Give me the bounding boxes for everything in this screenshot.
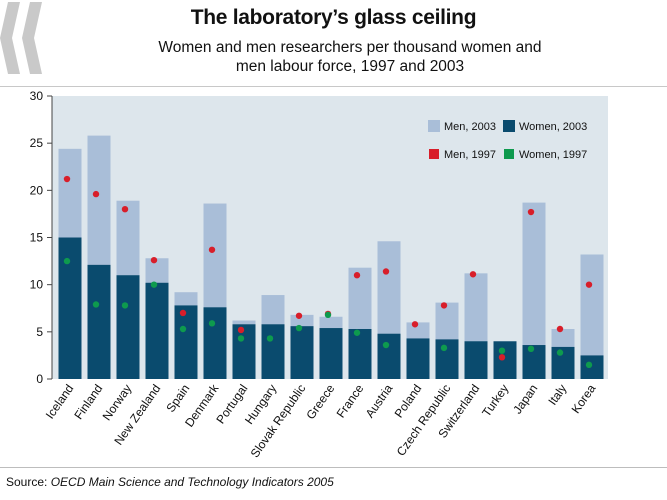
- point-women-1997: [179, 325, 187, 333]
- y-tick-label: 20: [30, 183, 44, 197]
- source-label: Source:: [6, 475, 48, 489]
- point-men-1997: [63, 175, 71, 183]
- x-tick-label: Japan: [510, 382, 540, 417]
- bar-women-2003: [58, 237, 82, 379]
- point-women-1997: [527, 345, 535, 353]
- point-women-1997: [440, 344, 448, 352]
- x-tick-label: Turkey: [479, 382, 511, 420]
- x-tick-label: Korea: [569, 381, 599, 416]
- y-tick-label: 0: [36, 372, 43, 386]
- point-women-1997: [237, 335, 245, 342]
- point-men-1997: [150, 256, 158, 264]
- legend-label: Women, 1997: [519, 149, 587, 161]
- legend-label: Men, 1997: [444, 149, 496, 161]
- women-2003-bars: [58, 237, 604, 379]
- x-tick-label: Italy: [545, 382, 569, 408]
- point-women-1997: [556, 349, 564, 356]
- bar-women-2003: [232, 324, 256, 379]
- bar-women-2003: [551, 346, 575, 379]
- point-women-1997: [121, 302, 129, 309]
- x-tick-label: France: [334, 381, 367, 420]
- bar-women-2003: [87, 264, 111, 379]
- legend-swatch: [503, 120, 515, 132]
- point-men-1997: [382, 268, 390, 275]
- bar-women-2003: [580, 355, 604, 379]
- header-divider: [0, 86, 667, 87]
- legend-marker: [429, 149, 439, 159]
- bar-women-2003: [377, 333, 401, 379]
- point-women-1997: [266, 335, 274, 342]
- legend: Men, 2003 Women, 2003 Men, 1997 Women, 1997: [428, 120, 587, 161]
- 1997-markers: [63, 175, 593, 369]
- chart-subtitle-line-1: Women and men researchers per thousand w…: [158, 39, 542, 56]
- point-men-1997: [353, 272, 361, 279]
- bar-women-2003: [464, 341, 488, 379]
- bar-women-2003: [290, 326, 314, 379]
- bar-women-2003: [319, 328, 343, 379]
- x-tick-label: Spain: [163, 382, 192, 415]
- legend-swatch: [428, 120, 440, 132]
- y-tick-label: 15: [30, 231, 44, 245]
- footer-divider: [0, 467, 667, 468]
- point-women-1997: [295, 324, 303, 332]
- point-women-1997: [150, 281, 158, 288]
- point-men-1997: [237, 326, 245, 334]
- point-men-1997: [556, 325, 564, 333]
- bar-men-2003: [522, 202, 546, 379]
- chevron-decoration-icon: [0, 2, 42, 74]
- point-women-1997: [585, 361, 593, 369]
- bar-women-2003: [493, 341, 517, 379]
- y-tick-label: 30: [30, 89, 44, 103]
- bar-women-2003: [406, 338, 430, 379]
- point-women-1997: [92, 301, 100, 308]
- point-men-1997: [295, 312, 303, 319]
- point-men-1997: [527, 208, 535, 216]
- bar-women-2003: [522, 345, 546, 379]
- bar-women-2003: [145, 282, 169, 379]
- y-tick-label: 25: [30, 136, 44, 150]
- y-axis: 0 5 10 15 20 25 30: [30, 89, 53, 386]
- point-women-1997: [353, 329, 361, 336]
- point-men-1997: [440, 302, 448, 309]
- point-men-1997: [121, 206, 129, 213]
- bar-women-2003: [348, 329, 372, 379]
- point-men-1997: [469, 271, 477, 278]
- source-note: Source: OECD Main Science and Technology…: [6, 475, 334, 489]
- x-tick-label: Austria: [363, 381, 396, 420]
- source-text: OECD Main Science and Technology Indicat…: [50, 475, 334, 489]
- point-women-1997: [382, 341, 390, 349]
- y-tick-label: 10: [30, 278, 44, 292]
- point-men-1997: [92, 190, 100, 198]
- bar-women-2003: [261, 324, 285, 379]
- y-tick-label: 5: [36, 325, 43, 339]
- chart-subtitle-line-2: men labour force, 1997 and 2003: [235, 58, 465, 75]
- point-men-1997: [179, 309, 187, 317]
- chart-title: The laboratory’s glass ceiling: [190, 6, 477, 29]
- point-men-1997: [411, 321, 419, 328]
- point-women-1997: [498, 347, 506, 354]
- legend-marker: [504, 149, 514, 159]
- point-women-1997: [324, 311, 332, 319]
- bar-women-2003: [116, 275, 140, 379]
- x-tick-label: Greece: [303, 381, 337, 422]
- legend-label: Women, 2003: [519, 121, 587, 133]
- point-men-1997: [498, 354, 506, 361]
- point-men-1997: [208, 246, 216, 253]
- bar-women-2003: [174, 305, 198, 379]
- x-tick-label: Iceland: [43, 382, 77, 422]
- chart-subtitle: Women and men researchers per thousand w…: [120, 38, 580, 76]
- bar-women-2003: [203, 307, 227, 379]
- point-women-1997: [63, 257, 71, 265]
- point-men-1997: [585, 281, 593, 288]
- point-women-1997: [208, 320, 216, 327]
- bar-women-2003: [435, 339, 459, 379]
- legend-label: Men, 2003: [444, 121, 496, 133]
